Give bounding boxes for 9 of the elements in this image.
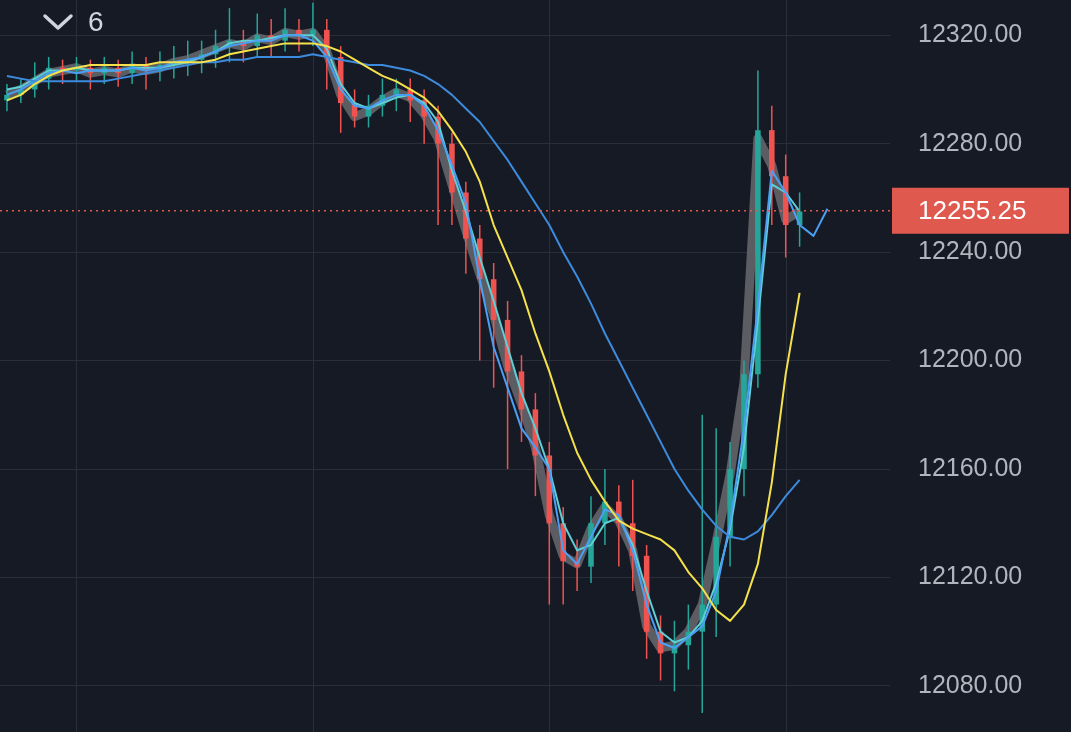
y-tick-label: 12120.00 bbox=[918, 561, 1023, 590]
y-tick-label: 12240.00 bbox=[918, 236, 1023, 265]
y-tick-label: 12080.00 bbox=[918, 669, 1023, 698]
y-tick-label: 12200.00 bbox=[918, 344, 1023, 373]
y-tick-label: 12160.00 bbox=[918, 452, 1023, 481]
y-tick-label: 12320.00 bbox=[918, 19, 1023, 48]
ref-line-label: 12255.25 bbox=[918, 194, 1027, 225]
annotation: 6 bbox=[88, 6, 104, 38]
y-tick-label: 12280.00 bbox=[918, 127, 1023, 156]
